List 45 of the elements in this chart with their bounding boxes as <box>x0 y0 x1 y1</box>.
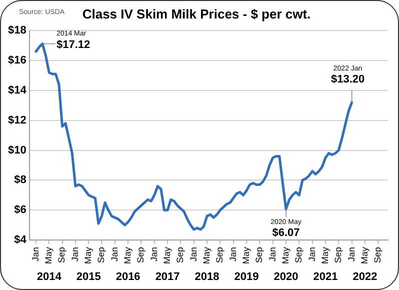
x-tick-label: Sep <box>136 247 146 264</box>
x-tick-label: Jan <box>148 247 159 262</box>
x-tick-label: Jan <box>267 247 278 262</box>
text: 2019 <box>234 271 259 284</box>
x-tick-label: Sep <box>96 247 106 264</box>
y-tick-label: $14 <box>8 84 28 96</box>
x-tick-label: May <box>162 246 172 264</box>
x-tick-label: May <box>83 246 94 264</box>
x-tick-label: Sep <box>214 247 225 264</box>
text: 2021 <box>313 271 338 284</box>
x-tick-label: May <box>202 246 212 264</box>
text: 2020 <box>274 271 298 284</box>
x-tick-label: May <box>122 246 133 264</box>
x-tick-label: Jan <box>228 247 238 262</box>
x-tick-label: Sep <box>56 247 67 264</box>
x-tick-label: Jan <box>346 247 356 262</box>
text: 2016 <box>116 271 140 284</box>
text: 2015 <box>76 271 101 284</box>
x-tick-label: Jan <box>188 247 198 262</box>
x-tick-label: Sep <box>372 247 383 264</box>
chart-title: Class IV Skim Milk Prices - $ per cwt. <box>82 6 311 22</box>
x-tick-label: May <box>280 246 290 264</box>
x-tick-label: Sep <box>333 247 344 264</box>
y-tick-label: $4 <box>14 234 28 246</box>
y-tick-label: $6 <box>14 204 26 216</box>
y-tick-label: $18 <box>8 24 26 37</box>
y-tick-label: $8 <box>14 174 26 186</box>
x-tick-label: May <box>241 246 251 264</box>
x-tick-label: Jan <box>70 247 80 262</box>
x-tick-label: Jan <box>306 247 317 262</box>
x-tick-label: Sep <box>254 247 264 264</box>
x-tick-label: May <box>359 246 370 264</box>
x-tick-label: Jan <box>109 247 120 262</box>
text: 2017 <box>155 271 180 284</box>
y-tick-label: $10 <box>8 144 26 156</box>
text: 2022 <box>352 271 378 284</box>
y-tick-label: $16 <box>8 54 26 67</box>
y-tick-label: $12 <box>8 114 26 126</box>
text: 2014 <box>36 271 62 284</box>
x-tick-label: May <box>44 246 54 264</box>
x-tick-label: Sep <box>175 247 186 264</box>
x-tick-label: May <box>320 246 330 264</box>
x-tick-label: Sep <box>294 247 304 264</box>
x-tick-label: Jan <box>30 247 40 262</box>
text: 2018 <box>194 271 220 284</box>
